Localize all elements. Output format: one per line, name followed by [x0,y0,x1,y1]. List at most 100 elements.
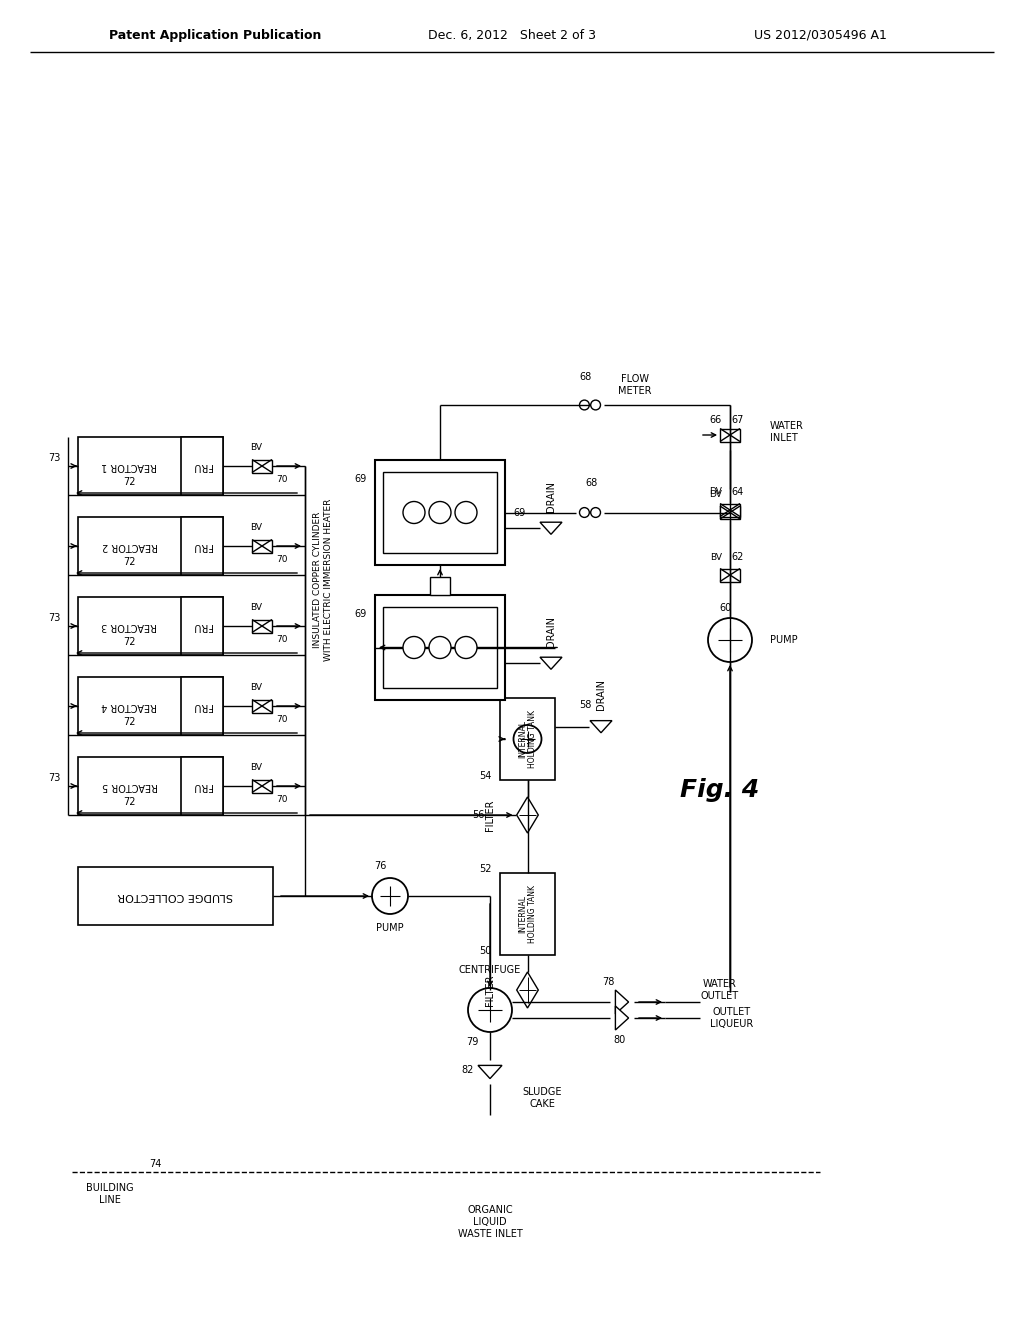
Text: ORGANIC
LIQUID
WASTE INLET: ORGANIC LIQUID WASTE INLET [458,1205,522,1238]
Bar [720,429,740,441]
Bar [181,437,223,495]
Text: 73: 73 [48,453,60,463]
Polygon shape [590,721,612,733]
Text: REACTOR 5: REACTOR 5 [101,781,158,791]
Text: 79: 79 [466,1038,478,1047]
Text: 70: 70 [276,475,288,484]
Circle shape [580,508,589,517]
Text: 58: 58 [579,700,591,710]
Bar [78,756,223,814]
Text: FILTER: FILTER [484,799,495,830]
Bar [720,503,740,516]
Text: FRU: FRU [193,541,212,550]
Text: FILTER: FILTER [484,974,495,1006]
Circle shape [429,502,451,524]
Text: 74: 74 [148,1159,161,1170]
Text: BV: BV [710,553,722,561]
Text: INTERNAL
HOLDING TANK: INTERNAL HOLDING TANK [518,710,538,768]
Text: 76: 76 [374,861,386,871]
Circle shape [591,508,600,517]
Text: Dec. 6, 2012   Sheet 2 of 3: Dec. 6, 2012 Sheet 2 of 3 [428,29,596,41]
Bar [252,780,272,792]
Bar [720,506,740,519]
Bar [181,677,223,735]
Text: 72: 72 [123,638,136,647]
Circle shape [372,878,408,913]
Text: 70: 70 [276,556,288,565]
Bar [78,517,223,576]
Text: WATER
OUTLET: WATER OUTLET [701,979,739,1001]
Text: 73: 73 [48,774,60,783]
Text: FLOW
METER: FLOW METER [618,374,651,396]
Circle shape [455,502,477,524]
Text: INSULATED COPPER CYLINDER
WITH ELECTRIC IMMERSION HEATER: INSULATED COPPER CYLINDER WITH ELECTRIC … [313,499,333,661]
Text: SLUDGE COLLECTOR: SLUDGE COLLECTOR [118,891,233,902]
Bar [252,540,272,553]
Text: REACTOR 2: REACTOR 2 [101,541,158,550]
Text: FRU: FRU [193,461,212,471]
Circle shape [708,618,752,663]
Text: FRU: FRU [193,781,212,791]
Bar [252,700,272,713]
Bar [252,459,272,473]
Bar [375,459,505,565]
Text: Fig. 4: Fig. 4 [680,777,760,803]
Bar [78,677,223,735]
Polygon shape [615,1006,629,1030]
Text: PUMP: PUMP [770,635,798,645]
Text: CENTRIFUGE: CENTRIFUGE [459,965,521,975]
Text: REACTOR 4: REACTOR 4 [101,701,158,711]
Text: BV: BV [250,524,262,532]
Text: DRAIN: DRAIN [546,480,556,512]
Circle shape [580,400,589,411]
Text: 72: 72 [123,557,136,568]
Text: SLUDGE
CAKE: SLUDGE CAKE [522,1088,562,1109]
Text: BV: BV [250,763,262,772]
Text: FRU: FRU [193,620,212,631]
Bar [720,569,740,582]
Bar [181,517,223,576]
Text: WATER
INLET: WATER INLET [770,421,804,442]
Polygon shape [540,657,562,669]
Circle shape [403,636,425,659]
Text: 52: 52 [479,865,492,874]
Text: DV: DV [710,487,723,496]
Text: 60: 60 [719,603,731,612]
Text: BV: BV [250,444,262,453]
Text: 72: 72 [123,478,136,487]
Text: BV: BV [250,684,262,693]
Circle shape [429,636,451,659]
Text: 54: 54 [479,771,492,781]
Circle shape [403,502,425,524]
Bar [78,867,273,925]
Bar [181,756,223,814]
Text: FRU: FRU [193,701,212,711]
Text: 73: 73 [48,612,60,623]
Bar [252,619,272,632]
Text: PUMP: PUMP [376,923,403,933]
Text: BV: BV [250,603,262,612]
Polygon shape [615,990,629,1014]
Circle shape [513,725,542,752]
Polygon shape [517,972,539,1008]
Text: DRAIN: DRAIN [596,680,606,710]
Bar [500,873,555,954]
Text: 62: 62 [732,552,744,562]
Text: 66: 66 [710,414,722,425]
Circle shape [468,987,512,1032]
Text: 72: 72 [123,717,136,727]
Bar [500,698,555,780]
Text: DRAIN: DRAIN [546,615,556,647]
Text: REACTOR 3: REACTOR 3 [101,620,158,631]
Text: 70: 70 [276,635,288,644]
Text: 64: 64 [732,487,744,498]
Text: REACTOR 1: REACTOR 1 [101,461,158,471]
Text: BUILDING
LINE: BUILDING LINE [86,1183,134,1205]
Text: DV: DV [710,490,723,499]
Polygon shape [540,523,562,535]
Bar [383,607,497,688]
Text: 50: 50 [479,946,492,956]
Circle shape [591,400,600,411]
Text: OUTLET
LIQUEUR: OUTLET LIQUEUR [711,1007,754,1028]
Text: 82: 82 [462,1065,474,1074]
